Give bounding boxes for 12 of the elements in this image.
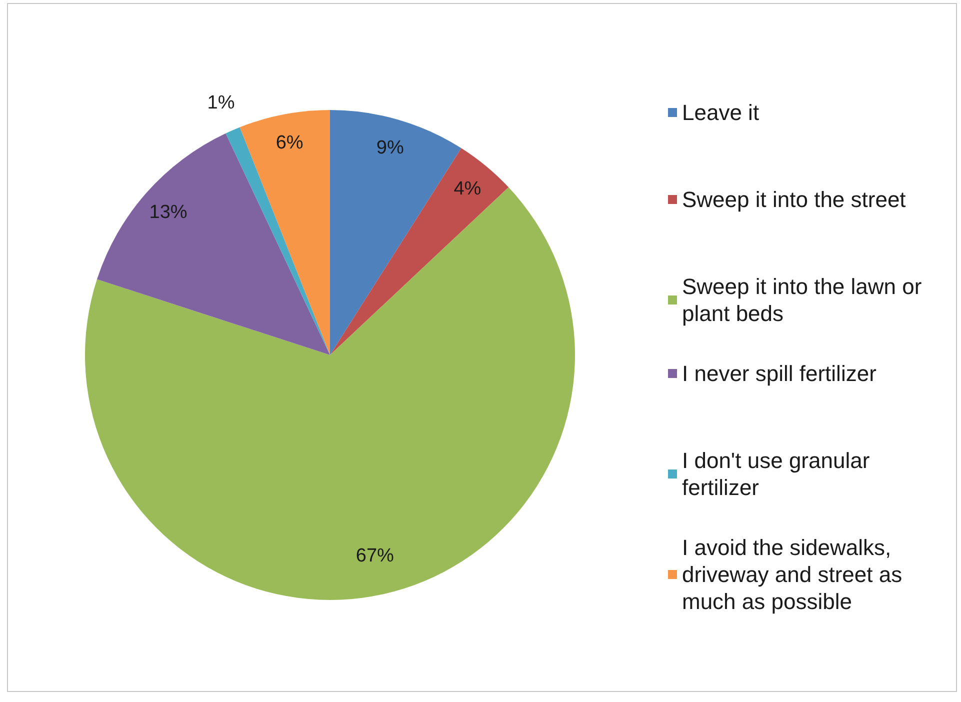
legend-label: I never spill fertilizer [682,361,876,386]
data-label: 13% [149,202,188,223]
legend-label: Leave it [682,100,760,125]
legend-label: I don't use granular fertilizer [682,448,876,500]
legend-label: Sweep it into the street [682,187,906,212]
data-label: 4% [454,178,482,200]
data-label: 9% [376,137,404,158]
data-label: 67% [356,545,394,566]
legend-label: I avoid the sidewalks, driveway and street as much as possible [682,535,908,614]
data-label: 6% [276,132,304,154]
data-label: 1% [207,92,235,114]
legend-label: Sweep it into the lawn or plant beds [682,274,928,326]
